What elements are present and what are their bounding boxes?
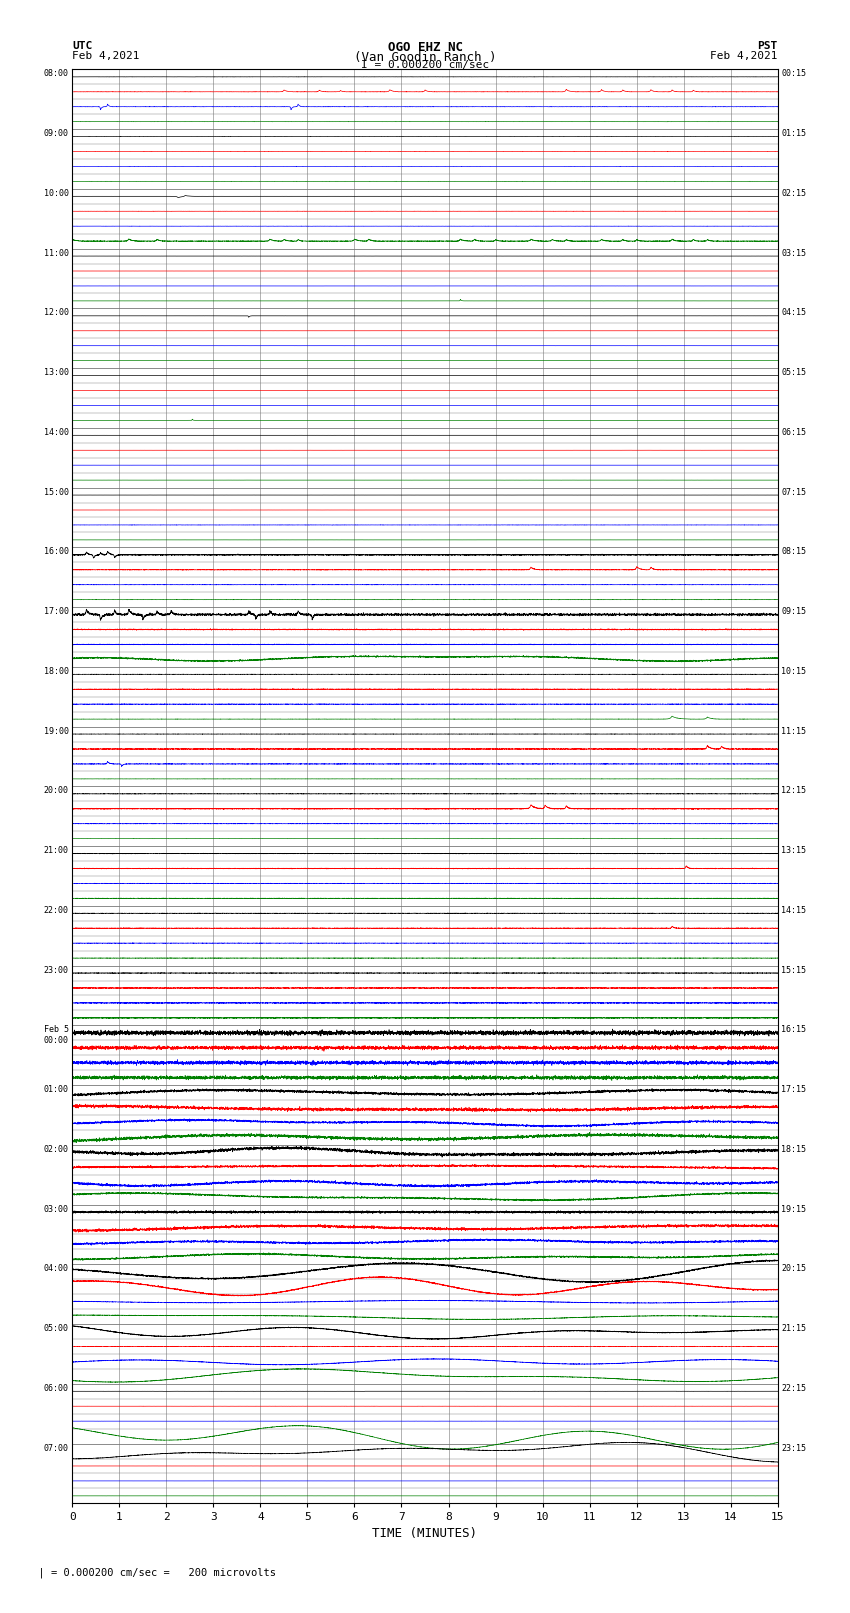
Text: 05:15: 05:15	[781, 368, 807, 377]
Text: 16:00: 16:00	[43, 547, 69, 556]
Text: 02:15: 02:15	[781, 189, 807, 198]
Text: 08:15: 08:15	[781, 547, 807, 556]
Text: 01:00: 01:00	[43, 1086, 69, 1094]
Text: Feb 5
00:00: Feb 5 00:00	[43, 1026, 69, 1045]
Text: 23:15: 23:15	[781, 1444, 807, 1453]
Text: 15:15: 15:15	[781, 966, 807, 974]
Text: OGO EHZ NC: OGO EHZ NC	[388, 40, 462, 55]
Text: 03:15: 03:15	[781, 248, 807, 258]
Text: 11:00: 11:00	[43, 248, 69, 258]
Text: 17:00: 17:00	[43, 606, 69, 616]
Text: 08:00: 08:00	[43, 69, 69, 79]
Text: 19:15: 19:15	[781, 1205, 807, 1213]
Text: 14:00: 14:00	[43, 427, 69, 437]
Text: | = 0.000200 cm/sec =   200 microvolts: | = 0.000200 cm/sec = 200 microvolts	[26, 1566, 275, 1578]
Text: 09:00: 09:00	[43, 129, 69, 139]
X-axis label: TIME (MINUTES): TIME (MINUTES)	[372, 1526, 478, 1539]
Text: 12:15: 12:15	[781, 787, 807, 795]
Text: 20:00: 20:00	[43, 787, 69, 795]
Text: 16:15: 16:15	[781, 1026, 807, 1034]
Text: 21:15: 21:15	[781, 1324, 807, 1332]
Text: PST: PST	[757, 40, 778, 52]
Text: 22:00: 22:00	[43, 907, 69, 915]
Text: 02:00: 02:00	[43, 1145, 69, 1153]
Text: 13:00: 13:00	[43, 368, 69, 377]
Text: I = 0.000200 cm/sec: I = 0.000200 cm/sec	[361, 60, 489, 71]
Text: 23:00: 23:00	[43, 966, 69, 974]
Text: 17:15: 17:15	[781, 1086, 807, 1094]
Text: 18:15: 18:15	[781, 1145, 807, 1153]
Text: 06:00: 06:00	[43, 1384, 69, 1392]
Text: 07:15: 07:15	[781, 487, 807, 497]
Text: 19:00: 19:00	[43, 726, 69, 736]
Text: 09:15: 09:15	[781, 606, 807, 616]
Text: 10:15: 10:15	[781, 666, 807, 676]
Text: 14:15: 14:15	[781, 907, 807, 915]
Text: 20:15: 20:15	[781, 1265, 807, 1273]
Text: 10:00: 10:00	[43, 189, 69, 198]
Text: (Van Goodin Ranch ): (Van Goodin Ranch )	[354, 50, 496, 65]
Text: 04:00: 04:00	[43, 1265, 69, 1273]
Text: 18:00: 18:00	[43, 666, 69, 676]
Text: 13:15: 13:15	[781, 847, 807, 855]
Text: 00:15: 00:15	[781, 69, 807, 79]
Text: 21:00: 21:00	[43, 847, 69, 855]
Text: Feb 4,2021: Feb 4,2021	[711, 50, 778, 61]
Text: 01:15: 01:15	[781, 129, 807, 139]
Text: 15:00: 15:00	[43, 487, 69, 497]
Text: 12:00: 12:00	[43, 308, 69, 318]
Text: 11:15: 11:15	[781, 726, 807, 736]
Text: Feb 4,2021: Feb 4,2021	[72, 50, 139, 61]
Text: 03:00: 03:00	[43, 1205, 69, 1213]
Text: 07:00: 07:00	[43, 1444, 69, 1453]
Text: UTC: UTC	[72, 40, 93, 52]
Text: 04:15: 04:15	[781, 308, 807, 318]
Text: 05:00: 05:00	[43, 1324, 69, 1332]
Text: 22:15: 22:15	[781, 1384, 807, 1392]
Text: 06:15: 06:15	[781, 427, 807, 437]
